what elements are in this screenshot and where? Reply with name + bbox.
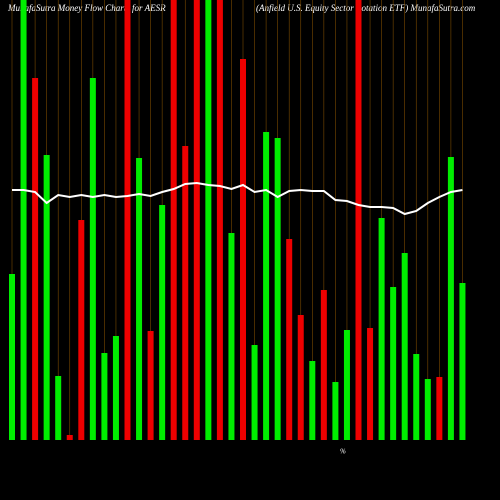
bar (124, 0, 131, 440)
bar (355, 0, 362, 440)
bar (32, 78, 39, 440)
chart-title: MunafaSutra Money Flow Charts for AESR (7, 3, 166, 13)
bar (20, 0, 27, 440)
bar (332, 382, 339, 440)
bar (43, 155, 50, 440)
bar (459, 283, 466, 440)
bar (112, 336, 119, 440)
bar (401, 253, 408, 440)
bar (297, 315, 304, 440)
money-flow-line (12, 181, 463, 216)
bar (182, 146, 189, 440)
bar (159, 205, 166, 440)
bar (66, 435, 73, 440)
bar (286, 239, 293, 440)
axis-note: % (340, 448, 346, 456)
bar (413, 354, 420, 440)
bar (55, 376, 62, 440)
bar (447, 157, 454, 440)
bar (390, 287, 397, 440)
bar (170, 0, 177, 440)
bar (367, 328, 374, 440)
bar (205, 0, 212, 440)
bar (193, 0, 200, 440)
bar (101, 353, 108, 440)
bar (378, 218, 385, 440)
bar (136, 158, 143, 440)
bar (263, 132, 270, 440)
bar (89, 78, 96, 440)
bar (274, 138, 281, 440)
bar (78, 220, 85, 440)
bar (240, 59, 246, 440)
bar (228, 233, 235, 440)
bar (147, 331, 154, 440)
bar (309, 361, 316, 440)
bar (216, 0, 223, 440)
bar (251, 345, 258, 440)
bar (320, 290, 327, 440)
bar (9, 274, 15, 440)
bar (424, 379, 431, 440)
bar (343, 330, 350, 440)
chart-subtitle: (Anfield U.S. Equity Sector Rotation ETF… (256, 3, 476, 13)
bar (436, 377, 443, 440)
